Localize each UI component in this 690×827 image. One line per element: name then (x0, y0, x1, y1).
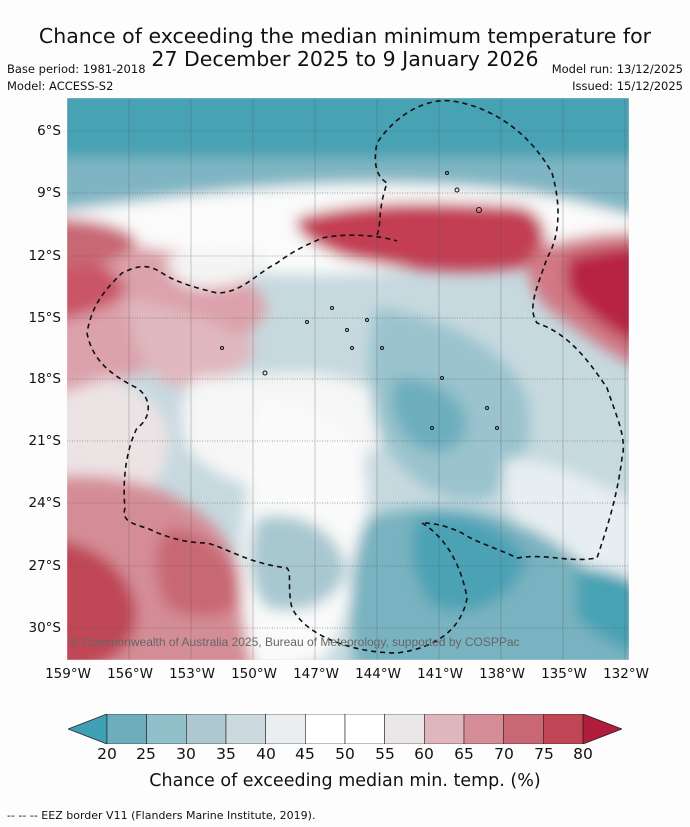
lat-label: 24°S (28, 495, 62, 511)
model-run-text: Model run: 13/12/2025 (551, 62, 683, 76)
colorbar-segment (265, 714, 306, 744)
colorbar-tick: 40 (256, 745, 276, 763)
lat-label: 9°S (37, 185, 61, 201)
colorbar-segment (305, 714, 346, 744)
colorbar-extend-low (68, 714, 108, 744)
lon-label: 141°W (417, 666, 463, 682)
colorbar-tick: 55 (375, 745, 395, 763)
colorbar-segment (463, 714, 504, 744)
colorbar-tick: 30 (176, 745, 196, 763)
lon-label: 135°W (541, 666, 587, 682)
probability-field (67, 98, 629, 660)
colorbar-segment (225, 714, 266, 744)
probability-map: © Commonwealth of Australia 2025, Bureau… (67, 98, 629, 660)
colorbar-segment (503, 714, 544, 744)
lon-label: 138°W (479, 666, 525, 682)
lon-label: 144°W (355, 666, 401, 682)
colorbar-segment (146, 714, 187, 744)
model-text: Model: ACCESS-S2 (7, 79, 114, 93)
colorbar-tick: 25 (136, 745, 156, 763)
colorbar-tick: 45 (295, 745, 315, 763)
colorbar (68, 714, 622, 744)
colorbar-tick: 50 (335, 745, 355, 763)
graticule (67, 98, 629, 660)
islands (220, 171, 499, 430)
lon-label: 159°W (45, 666, 91, 682)
copyright-text: © Commonwealth of Australia 2025, Bureau… (70, 635, 520, 649)
colorbar-tick: 65 (454, 745, 474, 763)
map-title-line-2: 27 December 2025 to 9 January 2026 (151, 47, 539, 71)
lat-label: 27°S (28, 558, 62, 574)
colorbar-segment (186, 714, 227, 744)
colorbar-segment (384, 714, 425, 744)
lon-label: 156°W (107, 666, 153, 682)
colorbar-tick: 80 (573, 745, 593, 763)
lon-label: 132°W (603, 666, 649, 682)
eez-border-footnote: -- -- -- EEZ border V11 (Flanders Marine… (7, 809, 316, 822)
colorbar-tick: 75 (534, 745, 554, 763)
lat-label: 21°S (28, 433, 62, 449)
map-title-line-1: Chance of exceeding the median minimum t… (38, 24, 652, 48)
lat-label: 12°S (28, 248, 62, 264)
base-period-text: Base period: 1981-2018 (7, 62, 146, 76)
colorbar-segment (543, 714, 584, 744)
eez-borders (86, 99, 625, 654)
colorbar-tick: 70 (494, 745, 514, 763)
lon-label: 147°W (293, 666, 339, 682)
lat-label: 18°S (28, 371, 62, 387)
colorbar-segment (344, 714, 385, 744)
colorbar-label: Chance of exceeding median min. temp. (%… (149, 771, 541, 791)
colorbar-segment (424, 714, 465, 744)
lat-label: 15°S (28, 310, 62, 326)
lon-label: 150°W (231, 666, 277, 682)
lat-label: 6°S (37, 123, 61, 139)
colorbar-segment (106, 714, 147, 744)
issued-text: Issued: 15/12/2025 (572, 79, 683, 93)
colorbar-extend-high (582, 714, 622, 744)
colorbar-tick: 60 (414, 745, 434, 763)
colorbar-tick: 35 (216, 745, 236, 763)
colorbar-tick: 20 (97, 745, 117, 763)
lon-label: 153°W (169, 666, 215, 682)
lat-label: 30°S (28, 620, 62, 636)
